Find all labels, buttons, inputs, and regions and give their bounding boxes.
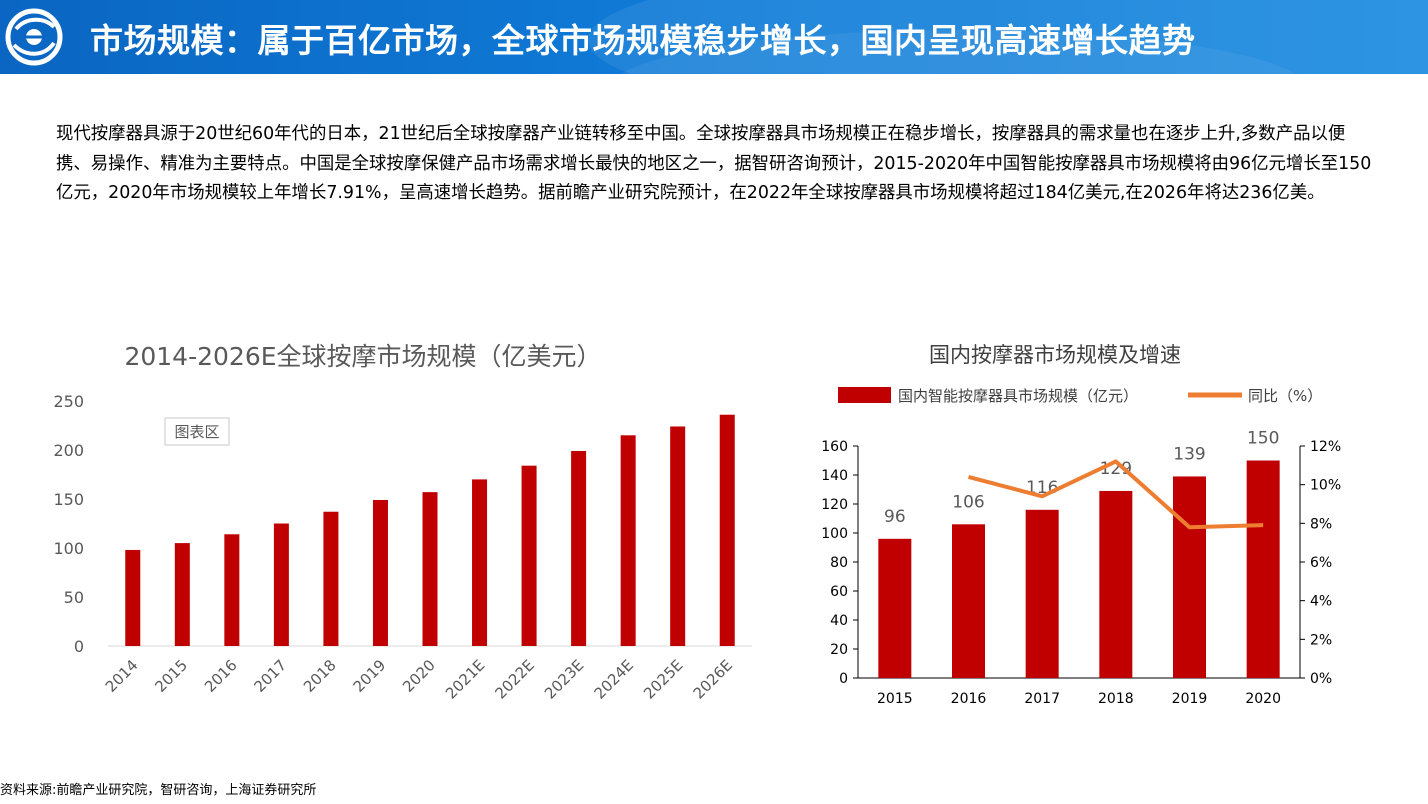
- x-tick-label: 2019: [1172, 691, 1208, 707]
- bar-2022E: [522, 466, 537, 646]
- y-tick-label-left: 140: [821, 468, 848, 484]
- chart-title: 国内按摩器市场规模及增速: [929, 343, 1181, 367]
- bar-2020: [423, 492, 438, 646]
- y-tick-label-right: 4%: [1310, 594, 1332, 610]
- x-tick-label: 2016: [951, 691, 987, 707]
- bar-2015: [175, 543, 190, 646]
- y-tick-label-left: 160: [821, 439, 848, 455]
- x-tick-label: 2026E: [690, 656, 736, 702]
- bar-2025E: [670, 426, 685, 646]
- global-market-bar-chart: 2014-2026E全球按摩市场规模（亿美元） 0 50 100 150 200 250 20…: [40, 330, 770, 730]
- x-tick-label: 2020: [399, 656, 439, 696]
- y-tick-label-right: 0%: [1310, 671, 1332, 687]
- bar-2023E: [571, 451, 586, 646]
- y-tick-label-left: 0: [839, 671, 848, 687]
- y-tick-label-right: 10%: [1310, 478, 1341, 494]
- legend-label-line: 同比（%）: [1248, 387, 1322, 405]
- page-title: 市场规模：属于百亿市场，全球市场规模稳步增长，国内呈现高速增长趋势: [90, 14, 1196, 62]
- bar-2024E: [621, 435, 636, 646]
- x-tick-label: 2022E: [491, 656, 537, 702]
- y-tick-label: 50: [64, 588, 84, 607]
- bar-data-label: 96: [884, 507, 906, 527]
- header-banner: 市场规模：属于百亿市场，全球市场规模稳步增长，国内呈现高速增长趋势: [0, 0, 1428, 74]
- bar-data-label: 139: [1173, 444, 1205, 464]
- y-tick-label-right: 8%: [1310, 516, 1332, 532]
- y-tick-label-right: 2%: [1310, 632, 1332, 648]
- bar-2017: [274, 524, 289, 647]
- x-tick-label: 2015: [151, 656, 191, 696]
- x-tick-label: 2017: [250, 656, 290, 696]
- bar-2018: [323, 512, 338, 646]
- y-tick-label-left: 40: [830, 613, 848, 629]
- bar-data-label: 106: [952, 492, 984, 512]
- bar-2015: [878, 539, 911, 678]
- bar-data-label: 150: [1247, 429, 1279, 449]
- company-logo-icon: [4, 7, 64, 67]
- legend-label-bar: 国内智能按摩器具市场规模（亿元）: [898, 387, 1138, 405]
- y-tick-label-right: 6%: [1310, 555, 1332, 571]
- x-tick-label: 2019: [350, 656, 390, 696]
- bar-2014: [125, 550, 140, 646]
- bar-2019: [373, 500, 388, 646]
- bar-2019: [1173, 476, 1206, 678]
- y-tick-label-left: 80: [830, 555, 848, 571]
- y-tick-label: 150: [53, 490, 84, 509]
- x-tick-label: 2021E: [442, 656, 488, 702]
- x-tick-label: 2016: [201, 656, 241, 696]
- x-tick-label: 2020: [1245, 691, 1281, 707]
- x-tick-label: 2017: [1024, 691, 1060, 707]
- x-tick-label: 2024E: [591, 656, 637, 702]
- source-note: 资料来源:前瞻产业研究院，智研咨询，上海证券研究所: [0, 779, 316, 798]
- chart-area-tooltip: 图表区: [174, 423, 219, 441]
- bar-2026E: [720, 415, 735, 646]
- bar-2020: [1247, 461, 1280, 679]
- x-tick-label: 2015: [877, 691, 913, 707]
- y-tick-label: 200: [53, 441, 84, 460]
- y-tick-label: 0: [74, 637, 84, 656]
- bar-2016: [952, 524, 985, 678]
- y-tick-label: 100: [53, 539, 84, 558]
- y-tick-label-left: 20: [830, 642, 848, 658]
- y-tick-label-right: 12%: [1310, 439, 1341, 455]
- bar-2021E: [472, 479, 487, 646]
- x-tick-label: 2023E: [541, 656, 587, 702]
- x-tick-label: 2014: [102, 656, 142, 696]
- intro-paragraph: 现代按摩器具源于20世纪60年代的日本，21世纪后全球按摩器产业链转移至中国。全…: [56, 120, 1374, 209]
- bar-2018: [1099, 491, 1132, 678]
- bar-2017: [1026, 510, 1059, 678]
- y-tick-label-left: 120: [821, 497, 848, 513]
- legend-swatch-bar: [838, 387, 891, 403]
- y-tick-label: 250: [53, 392, 84, 411]
- x-tick-label: 2025E: [640, 656, 686, 702]
- x-tick-label: 2018: [1098, 691, 1134, 707]
- y-tick-label-left: 100: [821, 526, 848, 542]
- x-tick-label: 2018: [300, 656, 340, 696]
- y-tick-label-left: 60: [830, 584, 848, 600]
- chart-title: 2014-2026E全球按摩市场规模（亿美元）: [124, 342, 601, 371]
- bar-2016: [224, 534, 239, 646]
